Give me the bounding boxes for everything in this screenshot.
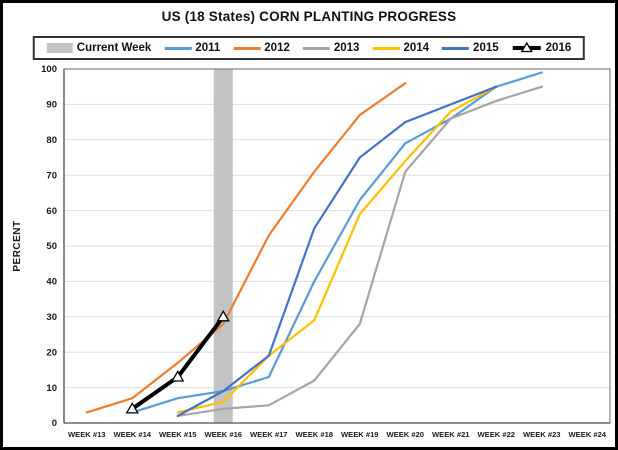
y-axis-title: PERCENT: [12, 220, 23, 271]
legend-item-current-week: Current Week: [46, 42, 152, 54]
marker-triangle-2016: [125, 402, 139, 414]
x-tick-label: WEEK #21: [432, 430, 470, 439]
x-tick-label: WEEK #22: [477, 430, 515, 439]
y-tick-label: 70: [46, 170, 57, 181]
y-tick-label: 100: [41, 64, 57, 75]
chart-plot: 0 10 20 30 40 50 60 70 80 90 100 WEEK #13 WEEK #14 WE…: [12, 64, 611, 439]
legend-item-2015: 2015: [442, 42, 499, 54]
x-tick-label: WEEK #19: [341, 430, 379, 439]
legend-item-2013: 2013: [302, 42, 360, 54]
y-tick-label: 20: [46, 347, 57, 358]
series-line-2014: [176, 85, 498, 414]
x-tick-label: WEEK #23: [523, 430, 561, 439]
legend-item-2014: 2014: [372, 42, 429, 54]
legend-swatch-line: [372, 46, 400, 50]
legend-swatch-line: [442, 46, 470, 50]
x-tick-label: WEEK #13: [68, 430, 106, 439]
legend-label-2016: 2016: [545, 42, 572, 54]
legend-swatch-line: [302, 46, 330, 50]
legend-swatch-line: [164, 46, 192, 50]
y-tick-label: 90: [46, 100, 57, 111]
legend-swatch-line-marker: [512, 42, 541, 53]
legend-label-2015: 2015: [473, 42, 499, 54]
x-tick-label: WEEK #14: [113, 430, 151, 439]
legend-swatch-band: [46, 43, 73, 53]
y-tick-label: 10: [46, 383, 57, 394]
y-tick-label: 80: [46, 135, 57, 146]
marker-triangle-2016: [171, 370, 185, 382]
chart-title: US (18 States) CORN PLANTING PROGRESS: [161, 9, 457, 24]
x-tick-label: WEEK #16: [204, 430, 242, 439]
y-tick-label: 30: [46, 312, 57, 323]
legend-label-2012: 2012: [264, 42, 290, 54]
legend-label-2014: 2014: [403, 42, 430, 54]
series-line-2013: [176, 85, 543, 417]
y-tick-label: 40: [46, 277, 57, 288]
y-tick-label: 60: [46, 206, 57, 217]
legend-item-2016: 2016: [512, 42, 572, 54]
x-tick-label: WEEK #15: [159, 430, 197, 439]
current-week-band: [213, 69, 233, 423]
series-line-2011: [131, 71, 543, 414]
series-line-2012: [85, 82, 407, 414]
x-tick-label: WEEK #18: [295, 430, 333, 439]
legend-label-current-week: Current Week: [76, 42, 152, 54]
marker-triangle-2016: [216, 310, 230, 322]
legend-label-2013: 2013: [333, 42, 360, 54]
y-tick-label: 50: [46, 241, 57, 252]
legend: Current Week 2011 2012 2013 2014 2015 2016: [32, 36, 586, 60]
legend-label-2011: 2011: [195, 42, 221, 54]
x-tick-label: WEEK #20: [386, 430, 424, 439]
legend-item-2012: 2012: [233, 42, 290, 54]
x-tick-label: WEEK #24: [568, 430, 606, 439]
legend-item-2011: 2011: [164, 42, 220, 54]
y-tick-label: 0: [52, 418, 57, 429]
x-tick-label: WEEK #17: [250, 430, 288, 439]
series-line-2015: [176, 85, 498, 417]
legend-swatch-line: [233, 46, 261, 50]
